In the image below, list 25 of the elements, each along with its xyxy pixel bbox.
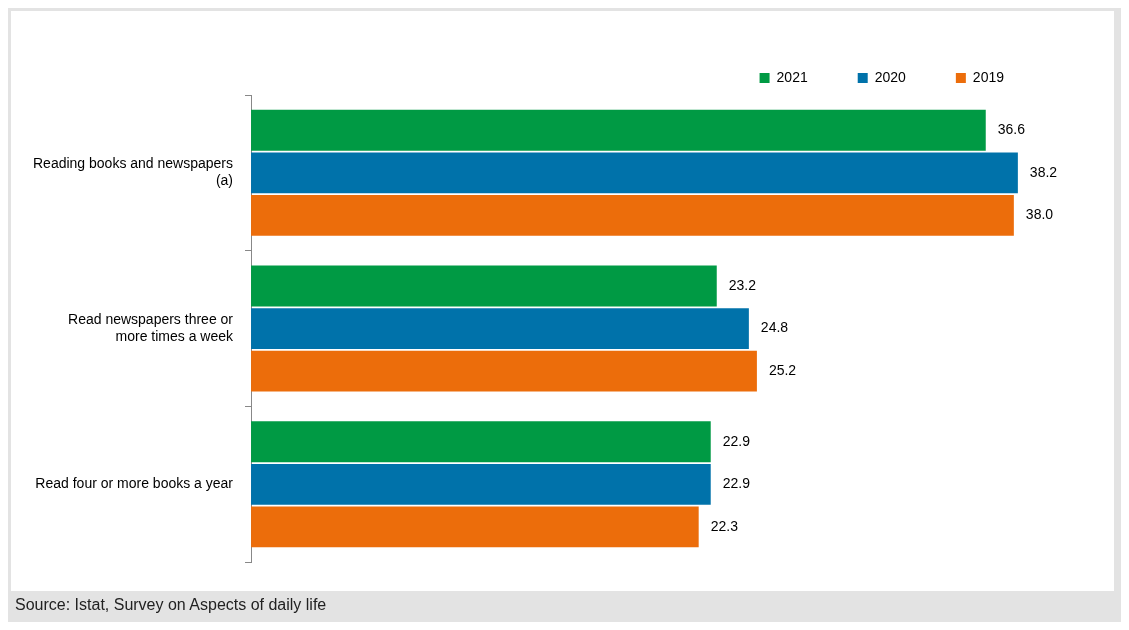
- y-tick-label: Read newspapers three or more times a week: [68, 311, 235, 344]
- bar: [251, 308, 749, 350]
- data-label: 24.8: [760, 319, 789, 336]
- bar: [251, 152, 1018, 194]
- bar: [251, 195, 1014, 236]
- y-tick-label: Reading books and newspapers (a): [33, 155, 234, 189]
- data-label: 38.2: [1029, 163, 1058, 180]
- source-note: Source: Istat, Survey on Aspects of daily life: [15, 596, 327, 614]
- bar: [251, 265, 717, 307]
- data-label: 23.2: [728, 276, 757, 293]
- bar: [251, 109, 986, 151]
- bar: [251, 350, 757, 392]
- data-label: 22.3: [710, 517, 739, 534]
- data-label: 36.6: [997, 121, 1026, 138]
- bar: [251, 463, 711, 505]
- legend-label: 2020: [874, 68, 907, 85]
- data-label: 38.0: [1025, 206, 1054, 223]
- data-label: 22.9: [722, 432, 751, 449]
- y-tick-label: Read four or more books a year: [35, 475, 234, 492]
- data-label: 22.9: [722, 475, 751, 492]
- bar: [251, 506, 699, 548]
- legend-label: 2019: [972, 68, 1005, 85]
- data-label: 25.2: [768, 362, 797, 379]
- legend-label: 2021: [776, 68, 808, 85]
- bar: [251, 421, 711, 463]
